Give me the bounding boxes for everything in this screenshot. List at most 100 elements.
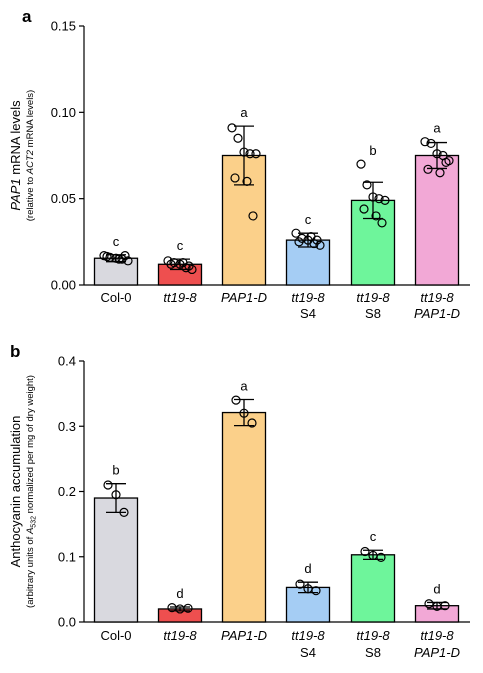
x-tick-label: Col-0	[100, 628, 131, 643]
data-point	[184, 261, 194, 271]
x-tick-label-line2: PAP1-D	[414, 306, 460, 321]
x-tick-label: tt19-8	[163, 290, 197, 305]
significance-letter: d	[176, 586, 183, 601]
x-tick-label: tt19-8	[420, 628, 454, 643]
data-point	[441, 157, 451, 168]
data-point	[233, 133, 243, 143]
x-tick-label: tt19-8	[356, 628, 390, 643]
panel-b: b 0.0 0.1 0.2 0.3 0.4 Anthocyanin accumulation…	[8, 342, 470, 660]
y-axis-sublabel-subscript: 532	[31, 516, 38, 528]
bar	[93, 497, 139, 623]
y-axis-label: PAP1 mRNA levels	[8, 100, 23, 211]
x-tick-label: tt19-8	[291, 628, 325, 643]
x-tick-label: tt19-8	[420, 290, 454, 305]
y-axis-sublabel-symbol: A	[25, 528, 36, 535]
significance-letter: a	[433, 121, 441, 136]
y-axis-sublabel: (arbitrary units of A532 normalized per …	[25, 375, 38, 608]
x-tick-label: Col-0	[100, 290, 131, 305]
data-point	[183, 603, 193, 613]
data-point	[111, 490, 121, 500]
y-axis-label: Anthocyanin accumulation	[8, 416, 23, 568]
significance-letter: a	[240, 105, 248, 120]
data-point	[119, 507, 129, 517]
y-axis-sublabel-text: (arbitrary units of	[25, 534, 36, 608]
data-point	[424, 599, 434, 609]
x-tick-label-line2: S8	[365, 645, 381, 660]
data-point	[426, 138, 436, 149]
data-point	[359, 204, 369, 214]
significance-letter: c	[305, 212, 312, 227]
data-point	[102, 251, 112, 262]
y-axis-sublabel-gene: ACT2	[25, 149, 36, 175]
data-point	[315, 240, 325, 250]
significance-letter: c	[113, 234, 120, 249]
panel-letter: b	[10, 342, 20, 361]
data-point	[230, 173, 240, 183]
y-tick-label: 0.15	[51, 19, 76, 34]
data-point	[435, 168, 445, 178]
significance-letter: a	[240, 378, 248, 393]
bar	[221, 411, 267, 623]
bar	[414, 154, 460, 286]
y-axis-label-text: Anthocyanin accumulation	[8, 416, 23, 568]
y-axis-label-gene: PAP1	[8, 178, 23, 210]
data-point	[291, 228, 301, 238]
x-tick-label-line2: S8	[365, 306, 381, 321]
y-tick-label: 0.4	[58, 354, 76, 369]
y-tick-label: 0.10	[51, 105, 76, 120]
bar	[350, 554, 396, 623]
data-point	[120, 251, 130, 261]
data-point	[103, 480, 113, 490]
data-point	[248, 211, 258, 221]
x-tick-label-line2: PAP1-D	[414, 645, 460, 660]
significance-letter: d	[433, 581, 440, 596]
significance-letter: d	[304, 561, 311, 576]
data-point	[362, 180, 372, 190]
significance-letter: b	[369, 143, 376, 158]
data-point	[251, 149, 261, 159]
data-point	[360, 546, 370, 557]
y-tick-label: 0.3	[58, 419, 76, 434]
data-point	[432, 149, 442, 159]
data-point	[242, 176, 252, 186]
data-point	[368, 192, 378, 202]
data-point	[420, 137, 430, 147]
data-point	[380, 195, 390, 205]
data-point	[356, 159, 366, 169]
data-point	[239, 147, 249, 157]
y-axis-sublabel-text: (relative to	[25, 174, 36, 221]
y-axis-sublabel-text: mRNA levels)	[25, 90, 36, 150]
data-point	[376, 552, 386, 563]
data-point	[239, 408, 249, 418]
data-point	[245, 149, 255, 159]
y-axis-label-text: mRNA levels	[8, 100, 23, 179]
data-point	[440, 601, 450, 611]
significance-letter: c	[177, 238, 184, 253]
data-point	[423, 164, 433, 174]
significance-letter: b	[112, 463, 119, 478]
y-tick-label: 0.1	[58, 549, 76, 564]
data-point	[377, 218, 387, 228]
x-tick-label: PAP1-D	[221, 628, 267, 643]
y-axis-sublabel-text: normalized per mg of dry weight)	[25, 375, 36, 516]
y-tick-label: 0.00	[51, 278, 76, 293]
data-point	[166, 259, 176, 269]
data-point	[247, 418, 257, 428]
y-axis-sublabel: (relative to ACT2 mRNA levels)	[25, 90, 36, 221]
significance-letter: c	[370, 529, 377, 544]
panel-a: a 0.00 0.05 0.10 0.15 PAP1 mRNA levels(relati…	[8, 7, 470, 321]
data-point	[374, 194, 384, 204]
panel-letter: a	[22, 7, 32, 26]
data-point	[312, 235, 322, 245]
data-point	[231, 395, 241, 405]
x-tick-label: tt19-8	[291, 290, 325, 305]
x-tick-label: tt19-8	[163, 628, 197, 643]
y-tick-label: 0.05	[51, 191, 76, 206]
y-tick-label: 0.0	[58, 615, 76, 630]
x-tick-label: tt19-8	[356, 290, 390, 305]
y-tick-label: 0.2	[58, 484, 76, 499]
data-point	[294, 237, 304, 247]
data-point	[123, 256, 133, 266]
data-point	[227, 123, 237, 133]
